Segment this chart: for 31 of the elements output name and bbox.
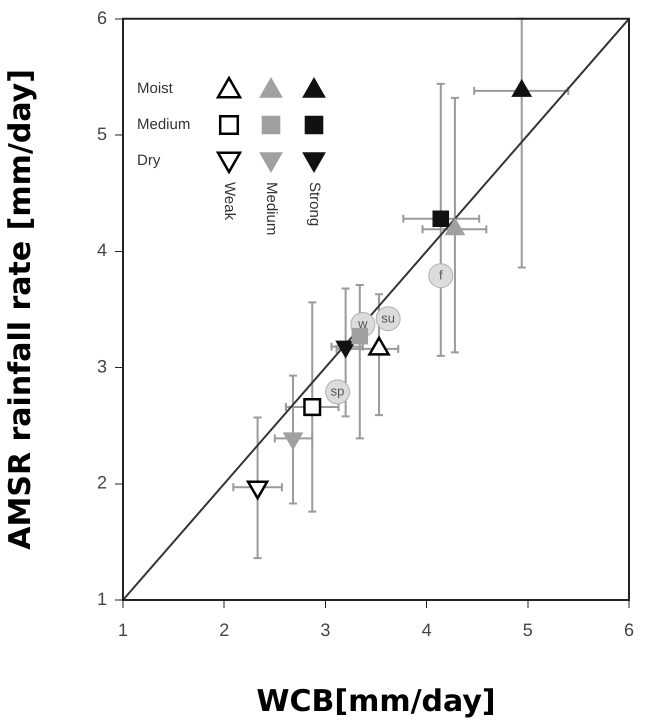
point [512, 79, 532, 97]
annotation: Dry [137, 152, 160, 170]
y-tick-label: 6 [96, 8, 107, 28]
point [282, 432, 304, 450]
annotation: Weak [220, 182, 238, 220]
annotation: Medium [262, 182, 280, 236]
x-tick-label: 2 [219, 620, 230, 640]
point [303, 398, 322, 416]
data-label: w [357, 316, 368, 332]
data-label: sp [330, 384, 344, 399]
y-tick-label: 3 [96, 356, 107, 376]
data-label: f [438, 267, 443, 282]
point [428, 263, 454, 288]
y-tick-label: 5 [96, 124, 107, 144]
x-axis-title: WCB[mm/day] [256, 684, 496, 719]
y-axis-title: AMSR rainfall rate [mm/day] [2, 69, 38, 550]
x-tick-label: 5 [522, 620, 533, 640]
point [432, 210, 450, 228]
x-tick-label: 6 [624, 620, 634, 640]
data-label: su [381, 310, 396, 326]
point [352, 328, 368, 344]
point [246, 480, 268, 500]
annotation: Moist [137, 80, 173, 98]
annotation: Strong [305, 182, 323, 226]
x-tick-label: 1 [118, 620, 128, 640]
x-tick-label: 4 [422, 620, 432, 640]
y-tick-label: 1 [96, 588, 107, 609]
y-tick-label: 2 [96, 472, 107, 493]
x-tick-label: 3 [320, 620, 330, 640]
y-tick-label: 4 [96, 240, 107, 260]
annotation: Medium [137, 116, 190, 134]
